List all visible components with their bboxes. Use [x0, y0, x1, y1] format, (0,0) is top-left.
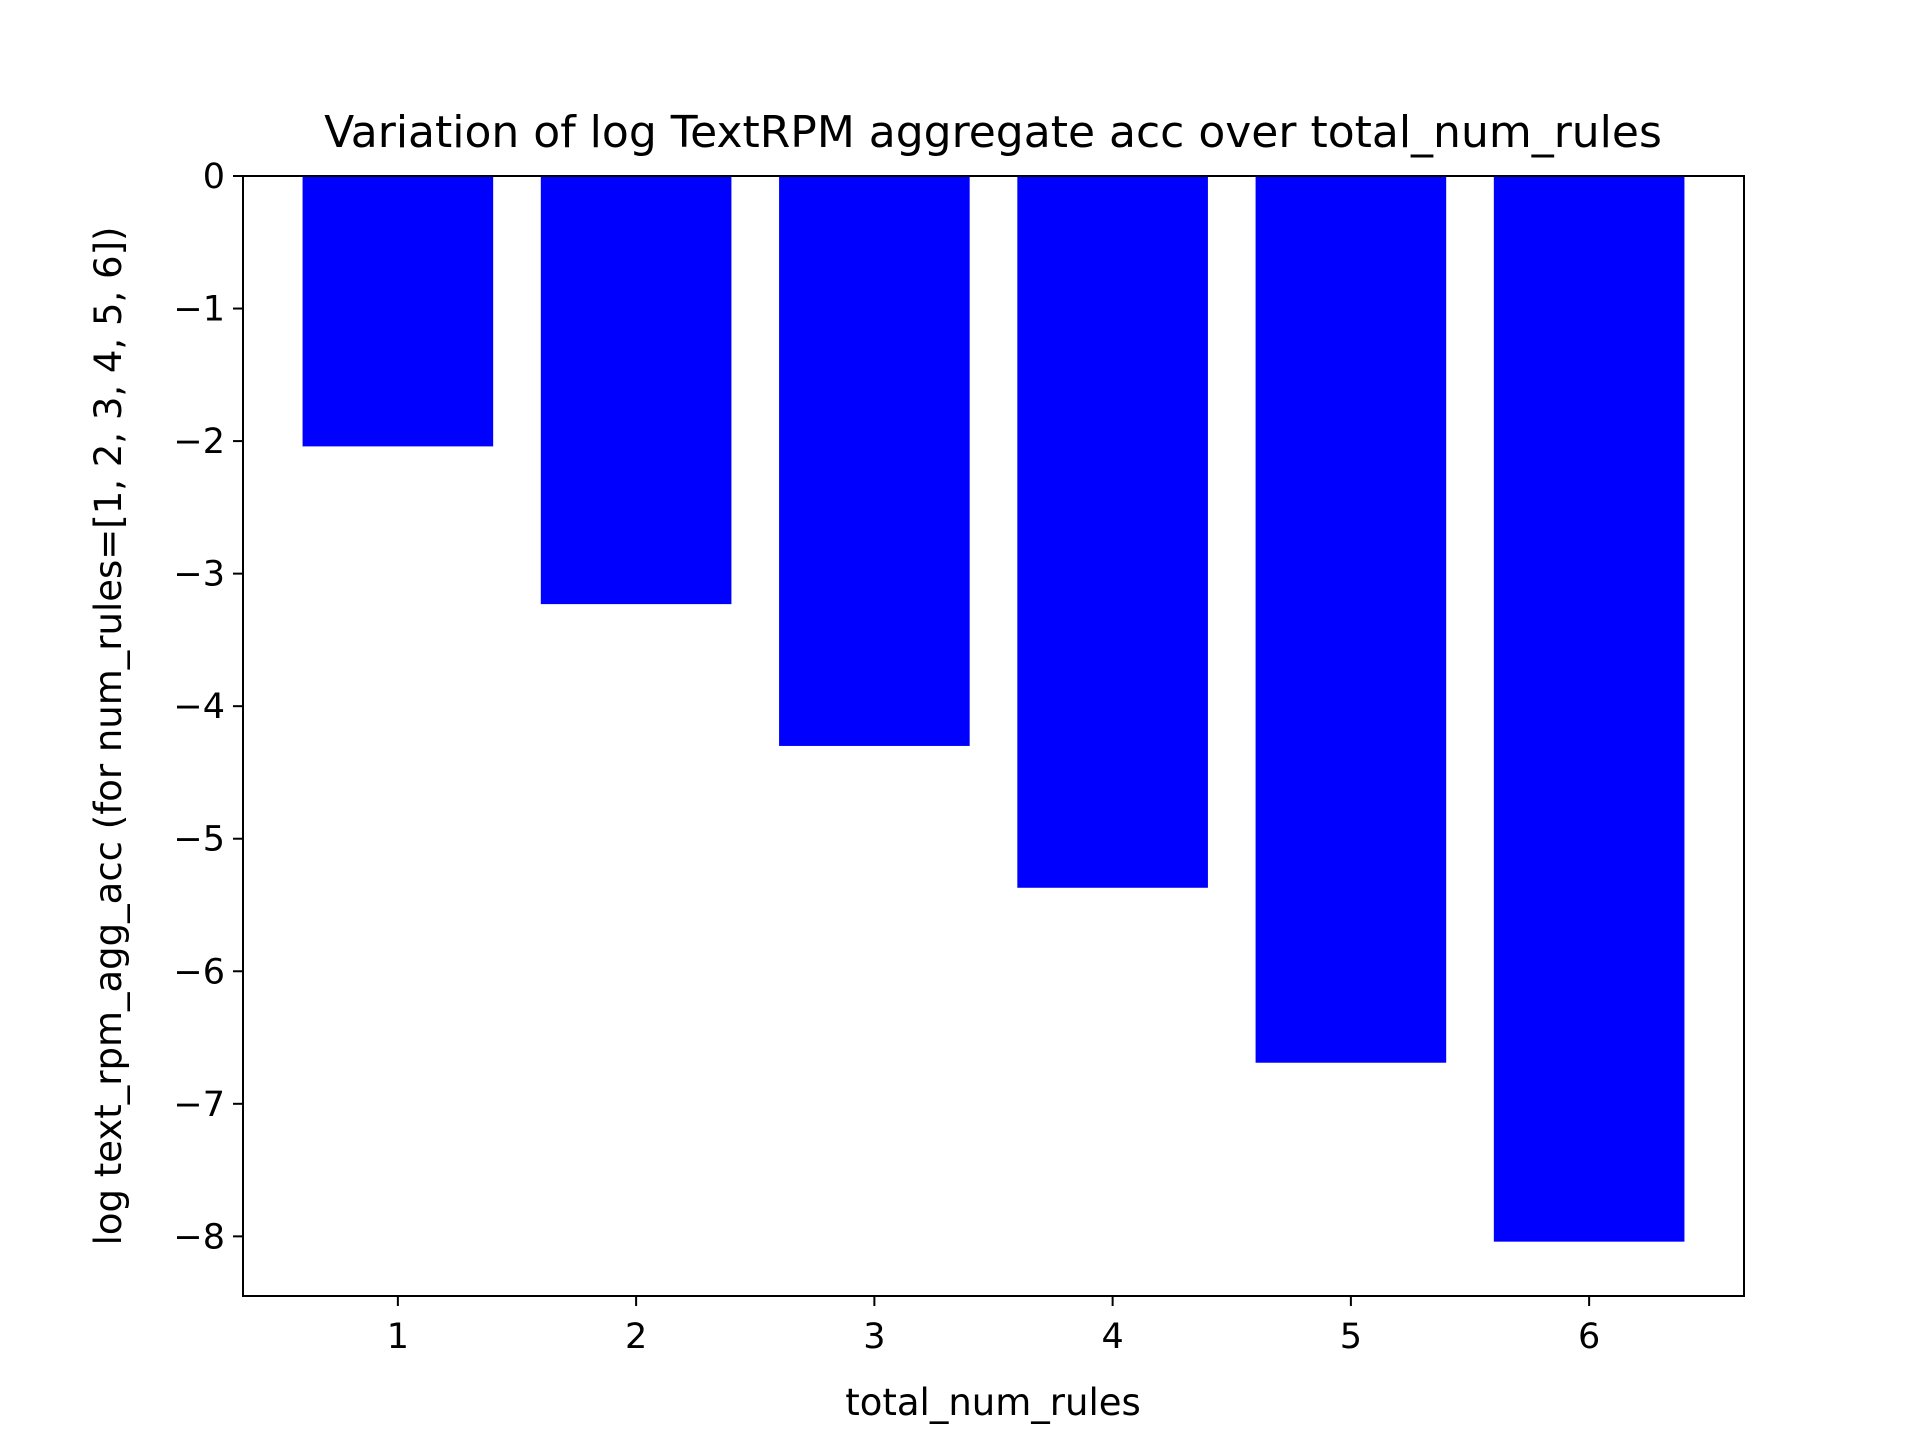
y-tick-label: −4 — [173, 687, 225, 727]
y-tick-label: −7 — [173, 1085, 225, 1125]
y-axis-label: log text_rpm_agg_acc (for num_rules=[1, … — [87, 227, 130, 1246]
x-tick-label: 4 — [1101, 1317, 1123, 1357]
y-tick-label: 0 — [203, 157, 225, 197]
y-tick-label: −8 — [173, 1217, 225, 1257]
bar-4 — [1017, 176, 1208, 888]
y-tick-label: −2 — [173, 422, 225, 462]
y-tick-label: −3 — [173, 555, 225, 595]
x-tick-label: 6 — [1578, 1317, 1600, 1357]
y-axis-ticks: 0 −1 −2 −3 −4 −5 −6 −7 −8 — [173, 157, 243, 1257]
bar-1 — [302, 176, 494, 447]
bars-group — [302, 176, 1685, 1242]
x-axis-ticks: 1 2 3 4 5 6 — [387, 1296, 1600, 1357]
bar-6 — [1493, 176, 1685, 1242]
bar-3 — [779, 176, 970, 746]
bar-2 — [540, 176, 732, 605]
x-axis-label: total_num_rules — [845, 1381, 1141, 1424]
y-tick-label: −5 — [173, 820, 225, 860]
bar-5 — [1255, 176, 1447, 1063]
x-tick-label: 1 — [387, 1317, 409, 1357]
plot-area-frame — [242, 175, 1745, 1297]
y-tick-label: −1 — [173, 290, 225, 330]
x-tick-label: 2 — [625, 1317, 647, 1357]
chart-title: Variation of log TextRPM aggregate acc o… — [324, 107, 1662, 158]
y-tick-label: −6 — [173, 952, 225, 992]
x-tick-label: 3 — [863, 1317, 885, 1357]
x-tick-label: 5 — [1340, 1317, 1362, 1357]
